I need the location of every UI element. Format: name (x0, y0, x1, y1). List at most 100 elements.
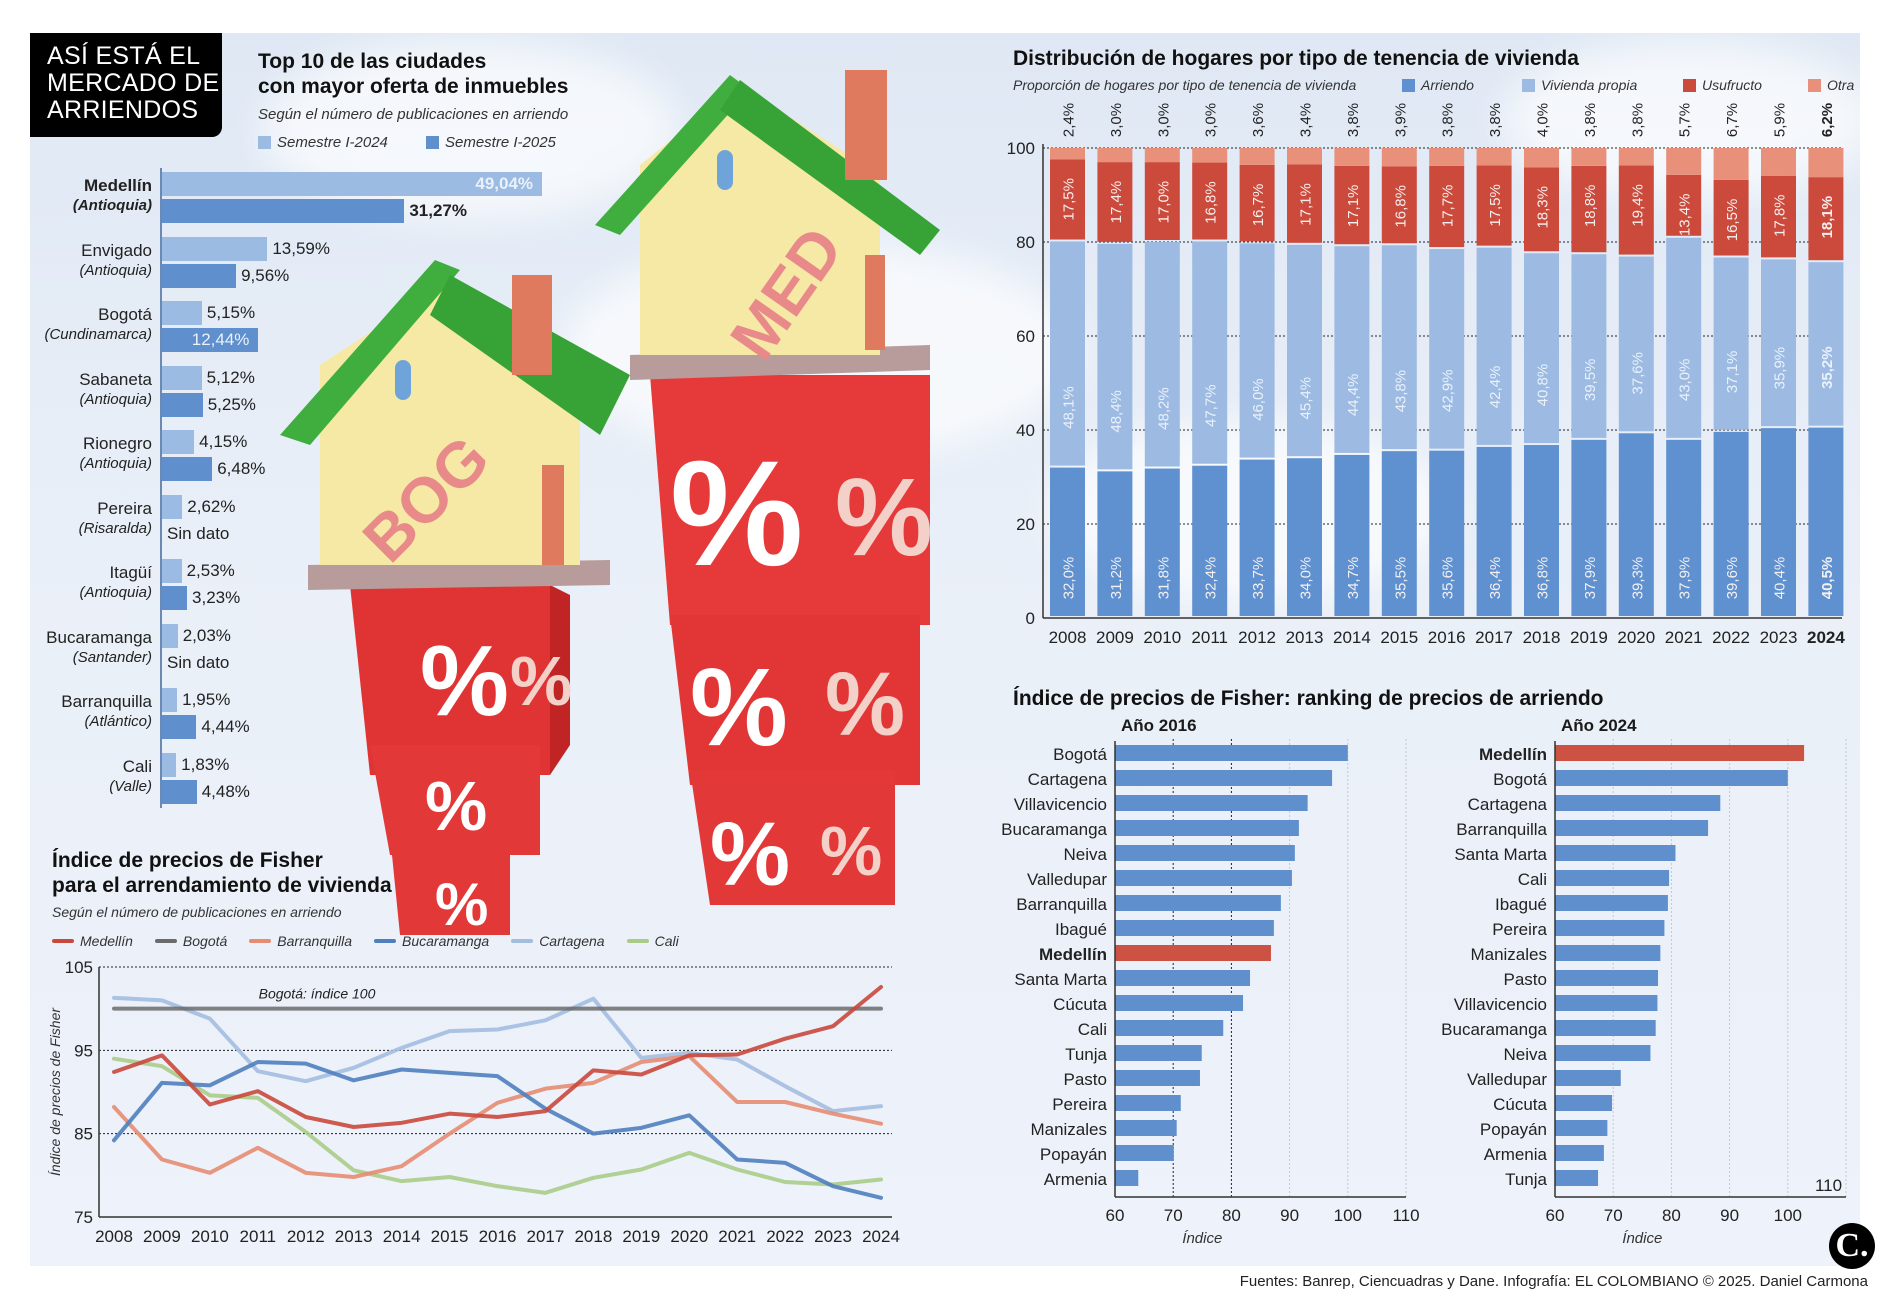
top10-bar (162, 365, 202, 390)
top10-title-line: con mayor oferta de inmuebles (258, 75, 569, 98)
stacked-bar-segment (1618, 256, 1654, 432)
x-tick-label: 2011 (1191, 628, 1228, 647)
legend-swatch (1808, 78, 1821, 92)
stacked-bar-segment (1761, 175, 1796, 258)
city-region: (Atlántico) (84, 713, 152, 730)
ranking-city-label: Santa Marta (1454, 845, 1547, 864)
line-legend-item: Bogotá (154, 933, 227, 949)
ranking-city-label: Neiva (1504, 1045, 1548, 1064)
top10-bar (162, 688, 178, 712)
stacked-value-label: 37,6% (1629, 352, 1646, 395)
percent-icon: % (510, 642, 572, 720)
top10-bar (162, 623, 178, 648)
footer-credits: Fuentes: Banrep, Ciencuadras y Dane. Inf… (1239, 1273, 1868, 1290)
top10-bar (162, 715, 197, 739)
x-tick-label: 70 (1604, 1206, 1623, 1225)
ranking-bar (1115, 820, 1299, 836)
ranking-bar (1555, 870, 1670, 886)
percent-cube (350, 585, 550, 775)
stacked-value-label: 18,3% (1535, 186, 1552, 229)
percent-cube (390, 835, 510, 935)
ranking-bar (1555, 995, 1658, 1011)
x-tick-label: 2014 (383, 1227, 421, 1246)
ranking-city-label: Bucaramanga (1441, 1020, 1547, 1039)
stacked-chart: 0 20 40 60 80 100 32,0% 48,1% 17,5% 2,4% 2008 31,2%… (1007, 103, 1846, 647)
stacked-value-label: 42,4% (1487, 366, 1504, 409)
stacked-bar-segment (1144, 148, 1180, 163)
ranking-2016-chart: 60 70 80 90 100 110 Bogotá Cartagena Villavicenc… (1001, 739, 1420, 1247)
x-tick-label: 60 (1546, 1206, 1565, 1225)
stacked-bar-segment (1334, 454, 1370, 616)
top10-city-label: Medellín (Antioquia) (30, 176, 152, 216)
legend-label: Semestre I-2025 (445, 134, 556, 151)
city-region: (Santander) (72, 648, 152, 666)
percent-cube (650, 375, 930, 625)
stacked-value-label: 31,2% (1108, 557, 1125, 600)
ranking-bar (1555, 845, 1676, 861)
x-tick-label: 2013 (335, 1227, 373, 1246)
top10-bar (162, 752, 177, 777)
ranking-city-label: Valledupar (1467, 1070, 1547, 1089)
top10-value-label: 49,04% (475, 174, 534, 193)
stacked-value-label: 5,7% (1677, 103, 1694, 137)
x-tick-label: 2009 (143, 1227, 181, 1246)
top10-value-label: 2,62% (187, 496, 236, 516)
x-tick-label: 2022 (766, 1227, 804, 1246)
stacked-value-label: 5,9% (1772, 103, 1789, 137)
stacked-bar-segment (1192, 465, 1228, 616)
ranking-bar (1115, 1170, 1139, 1186)
top10-city-label: Pereira (Risaralda) (30, 499, 152, 539)
top10-bar (162, 392, 203, 417)
stacked-bar-segment (1287, 164, 1322, 243)
stacked-value-label: 37,9% (1582, 557, 1599, 600)
x-tick-label: 110 (1392, 1206, 1419, 1225)
stacked-value-label: 39,3% (1629, 557, 1646, 600)
stacked-value-label: 40,8% (1535, 364, 1552, 407)
stacked-bar-segment (1192, 148, 1228, 163)
stacked-bar-segment (1050, 148, 1085, 160)
stacked-bar-segment (1713, 179, 1749, 256)
top10-title-line: Top 10 de las ciudades (258, 50, 487, 73)
top10-value-label: 5,15% (206, 303, 256, 322)
ranking-bar (1555, 1170, 1599, 1186)
city-name: Bogotá (98, 305, 152, 324)
ranking-bar (1555, 920, 1665, 936)
x-tick-label: 2020 (670, 1227, 708, 1246)
house-roof (595, 75, 750, 235)
stacked-value-label: 3,8% (1629, 103, 1646, 137)
bog-stack: % % % % BOG (280, 260, 630, 935)
el-colombiano-logo: C. (1829, 1223, 1875, 1269)
stacked-value-label: 18,8% (1582, 185, 1599, 228)
stacked-bar-segment (1287, 244, 1322, 457)
stacked-bar-segment (1713, 257, 1749, 430)
y-tick-label: 75 (74, 1208, 93, 1227)
percent-icon: % (835, 456, 933, 579)
ranking-bar (1555, 770, 1788, 786)
top10-bar (162, 328, 259, 352)
x-tick-label: 2017 (1475, 628, 1513, 647)
ranking-bar (1115, 1095, 1181, 1111)
ranking-bar (1555, 1145, 1604, 1161)
top10-value-label: 4,15% (199, 432, 248, 451)
x-tick-label: 2011 (240, 1227, 277, 1246)
x-tick-label: 2008 (1049, 628, 1087, 647)
stacked-value-label: 48,4% (1108, 390, 1125, 433)
ranking-city-label: Barranquilla (1456, 820, 1547, 839)
stacked-value-label: 35,5% (1392, 557, 1409, 600)
stacked-value-label: 17,1% (1345, 185, 1362, 228)
legend-vivienda-propia: Vivienda propia (1522, 77, 1637, 93)
stacked-bar-segment (1618, 165, 1654, 255)
bogota-annotation: Bogotá: índice 100 (259, 986, 376, 1002)
stacked-bar-segment (1144, 162, 1180, 240)
med-stack: % % % % % % MED (595, 70, 940, 905)
stacked-value-label: 36,8% (1535, 557, 1552, 600)
x-tick-label: 2024 (1807, 628, 1845, 647)
city-region: (Valle) (109, 777, 152, 795)
ranking-city-label: Villavicencio (1014, 795, 1107, 814)
stacked-subtitle: Proporción de hogares por tipo de tenenc… (1013, 77, 1357, 93)
house-base (308, 560, 610, 590)
stacked-value-label: 17,1% (1298, 183, 1315, 226)
city-name: Pereira (97, 498, 152, 518)
ranking-city-label: Ibagué (1495, 895, 1547, 914)
x-tick-label: 2015 (431, 1227, 469, 1246)
